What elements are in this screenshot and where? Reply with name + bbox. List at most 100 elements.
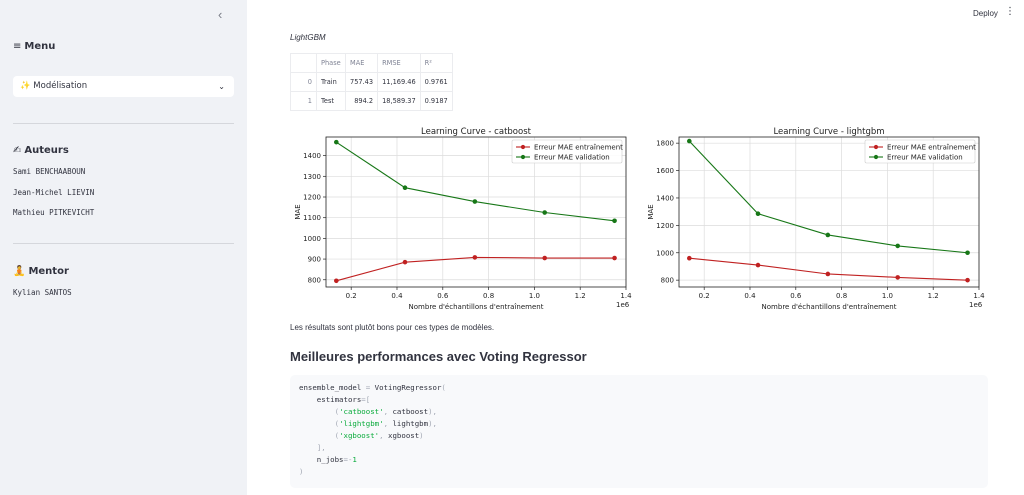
code-token: n_jobs xyxy=(299,455,344,464)
y-tick-label: 800 xyxy=(308,276,321,284)
y-tick-label: 1100 xyxy=(303,214,321,222)
data-point xyxy=(825,232,831,238)
code-line: estimators=[ xyxy=(299,394,979,406)
legend-swatch-marker xyxy=(873,144,879,150)
legend-box xyxy=(864,139,976,164)
x-tick-label: 0.4 xyxy=(744,292,756,300)
table-header-row: Phase MAE RMSE R² xyxy=(290,53,453,73)
data-point xyxy=(687,255,692,261)
data-point xyxy=(612,218,617,224)
legend-swatch-marker xyxy=(520,144,526,150)
code-token: estimators xyxy=(299,395,362,404)
meditating-person-icon: 🧘 xyxy=(13,266,26,277)
y-tick-label: 800 xyxy=(661,277,674,285)
data-point xyxy=(755,262,761,268)
code-line: n_jobs=-1 xyxy=(299,454,979,466)
code-token xyxy=(299,407,335,416)
sidebar: ‹ ≡ Menu ✨ Modélisation ⌄ ✍ Auteurs Sami B… xyxy=(0,0,247,495)
table-cell: 894.2 xyxy=(344,91,379,111)
table-cell: Test xyxy=(316,91,346,111)
plot-frame xyxy=(325,136,627,288)
code-line: ) xyxy=(299,466,979,478)
data-point xyxy=(612,255,617,261)
x-tick-label: 0.8 xyxy=(483,292,494,300)
page-select[interactable]: ✨ Modélisation ⌄ xyxy=(13,76,234,97)
table-header-cell xyxy=(290,53,317,73)
code-token: , xyxy=(383,407,393,416)
code-token: 'xgboost' xyxy=(339,431,380,440)
page-select-value: Modélisation xyxy=(33,81,88,91)
y-axis-label: MAE xyxy=(647,204,655,219)
code-token xyxy=(299,443,317,452)
table-cell: 0.9187 xyxy=(419,91,453,111)
code-token: 'catboost' xyxy=(339,407,384,416)
author-name: Sami BENCHAABOUN xyxy=(13,167,86,176)
code-line: ('lightgbm', lightgbm), xyxy=(299,418,979,430)
code-token: , xyxy=(383,419,393,428)
code-token: , xyxy=(379,431,389,440)
chevron-left-icon[interactable]: ‹ xyxy=(218,7,223,22)
x-axis-label: Nombre d'échantillons d'entraînement xyxy=(409,303,544,311)
menu-heading: ≡ Menu xyxy=(13,41,56,52)
table-index-cell: 0 xyxy=(290,72,317,92)
data-point xyxy=(965,277,970,283)
chevron-down-icon: ⌄ xyxy=(218,82,225,91)
code-token: =[ xyxy=(361,395,371,404)
code-token: ], xyxy=(316,443,326,452)
data-point xyxy=(895,275,901,280)
mentor-heading: 🧘 Mentor xyxy=(13,266,69,277)
code-token: ( xyxy=(334,431,340,440)
data-point xyxy=(334,278,339,284)
x-tick-label: 0.2 xyxy=(699,292,710,300)
sparkles-icon: ✨ xyxy=(20,81,31,91)
author-name: Jean-Michel LIEVIN xyxy=(13,188,95,197)
y-tick-label: 1600 xyxy=(656,167,674,175)
chart-title: Learning Curve - lightgbm xyxy=(773,127,884,137)
x-tick-label: 0.4 xyxy=(391,292,403,300)
code-token: ( xyxy=(334,407,340,416)
x-scale-label: 1e6 xyxy=(616,301,630,309)
table-header-cell: R² xyxy=(419,53,453,73)
code-token: catboost xyxy=(392,407,429,416)
x-tick-label: 1.0 xyxy=(529,292,540,300)
x-tick-label: 1.2 xyxy=(575,292,586,300)
data-point xyxy=(895,243,901,249)
y-tick-label: 1000 xyxy=(656,249,674,257)
code-line: ('catboost', catboost), xyxy=(299,406,979,418)
data-point xyxy=(402,259,408,265)
y-tick-label: 1400 xyxy=(656,194,674,202)
section-title: Meilleures performances avec Voting Regr… xyxy=(290,349,587,364)
table-cell: 18,589.37 xyxy=(377,91,421,111)
legend-label: Erreur MAE entraînement xyxy=(887,144,976,152)
data-point xyxy=(472,255,478,260)
code-token: ) xyxy=(419,431,424,440)
legend-label: Erreur MAE validation xyxy=(887,154,963,162)
data-point xyxy=(402,185,408,190)
table-header-cell: RMSE xyxy=(377,53,421,73)
kebab-menu-icon[interactable]: ⋮ xyxy=(1005,6,1015,17)
x-tick-label: 1.4 xyxy=(620,292,632,300)
authors-heading: ✍ Auteurs xyxy=(13,145,69,156)
x-tick-label: 0.6 xyxy=(790,292,802,300)
x-tick-label: 1.4 xyxy=(973,292,985,300)
table-cell: 757.43 xyxy=(344,72,379,92)
deploy-button[interactable]: Deploy xyxy=(973,9,998,18)
code-token: xgboost xyxy=(388,431,420,440)
y-tick-label: 1400 xyxy=(303,152,321,160)
table-header-cell: Phase xyxy=(316,53,346,73)
x-axis-label: Nombre d'échantillons d'entraînement xyxy=(762,303,897,311)
table-row: 0 Train 757.43 11,169.46 0.9761 xyxy=(290,72,453,92)
x-tick-label: 1.2 xyxy=(928,292,939,300)
chart-title: Learning Curve - catboost xyxy=(421,127,532,137)
mentor-name: Kylian SANTOS xyxy=(13,288,72,297)
data-point xyxy=(825,271,831,277)
y-tick-label: 1800 xyxy=(656,140,674,148)
code-token: 1 xyxy=(352,455,357,464)
data-point xyxy=(334,139,339,145)
sidebar-divider xyxy=(13,123,234,124)
code-token: VotingRegressor xyxy=(370,383,442,392)
code-token: = xyxy=(365,383,371,392)
table-index-cell: 1 xyxy=(290,91,317,111)
code-token: ensemble_model xyxy=(299,383,366,392)
table-header-cell: MAE xyxy=(344,53,379,73)
